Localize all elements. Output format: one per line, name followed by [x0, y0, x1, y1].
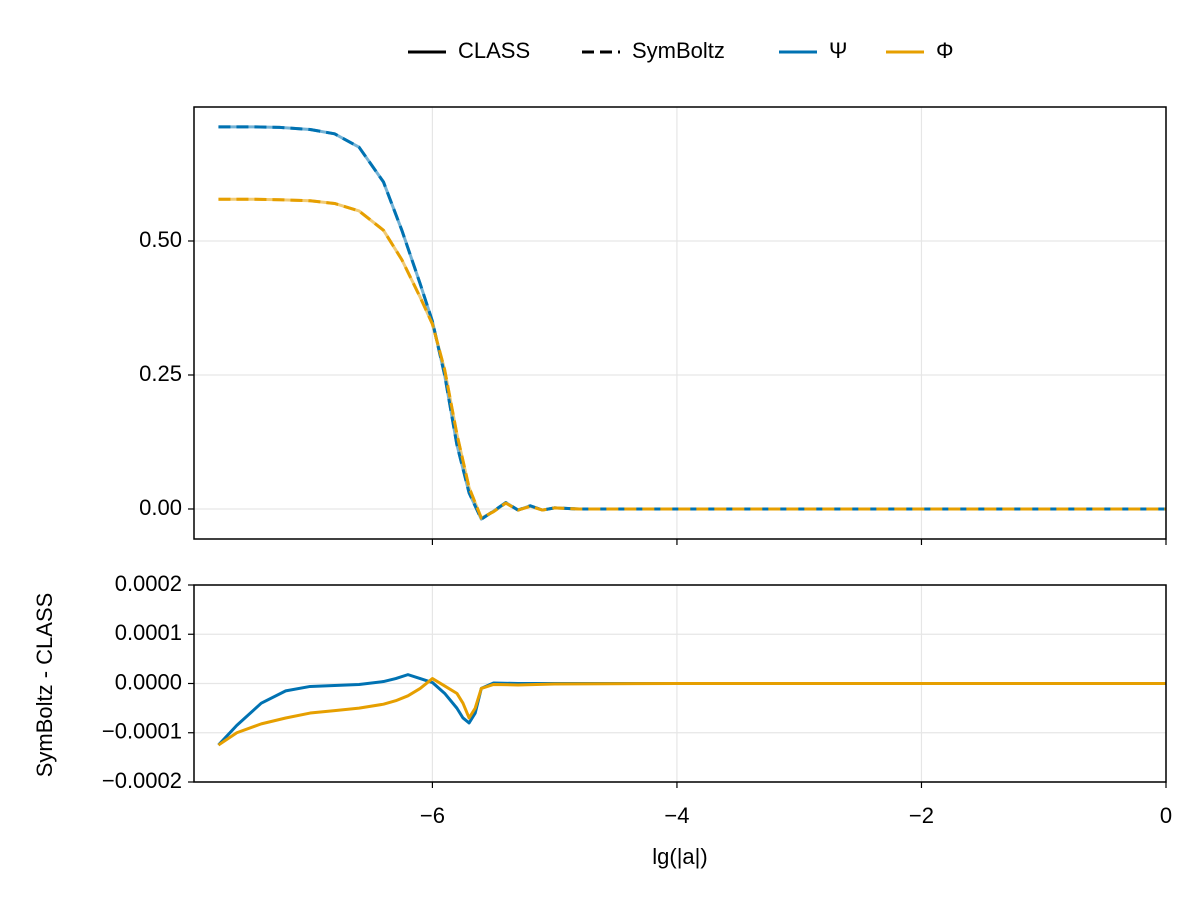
- legend-label: SymBoltz: [632, 38, 725, 63]
- data-line: [218, 125, 1166, 521]
- y-tick-label: 0.00: [139, 495, 182, 520]
- plot-frame: [193, 584, 1167, 783]
- y-tick-label: −0.0001: [102, 719, 182, 744]
- y-tick-label: 0.0000: [115, 669, 182, 694]
- x-tick-label: −6: [420, 803, 445, 828]
- y-tick-label: 0.0002: [115, 571, 182, 596]
- x-tick-label: 0: [1160, 803, 1172, 828]
- x-axis-label: lg(|a|): [652, 844, 707, 869]
- legend-label: Ψ: [829, 38, 847, 63]
- y-tick-label: 0.0001: [115, 620, 182, 645]
- legend-label: CLASS: [458, 38, 530, 63]
- data-line: [218, 197, 1166, 520]
- data-line: [217, 673, 1166, 747]
- x-tick-label: −4: [664, 803, 689, 828]
- data-line: [217, 677, 1166, 747]
- legend-label: Φ: [936, 38, 954, 63]
- y-tick-label: −0.0002: [102, 768, 182, 793]
- plot-frame: [193, 106, 1167, 540]
- data-line: [218, 125, 1166, 521]
- y-tick-label: 0.50: [139, 227, 182, 252]
- y-tick-label: 0.25: [139, 361, 182, 386]
- data-line: [218, 197, 1166, 520]
- x-tick-label: −2: [909, 803, 934, 828]
- y-axis-label: SymBoltz - CLASS: [32, 593, 57, 778]
